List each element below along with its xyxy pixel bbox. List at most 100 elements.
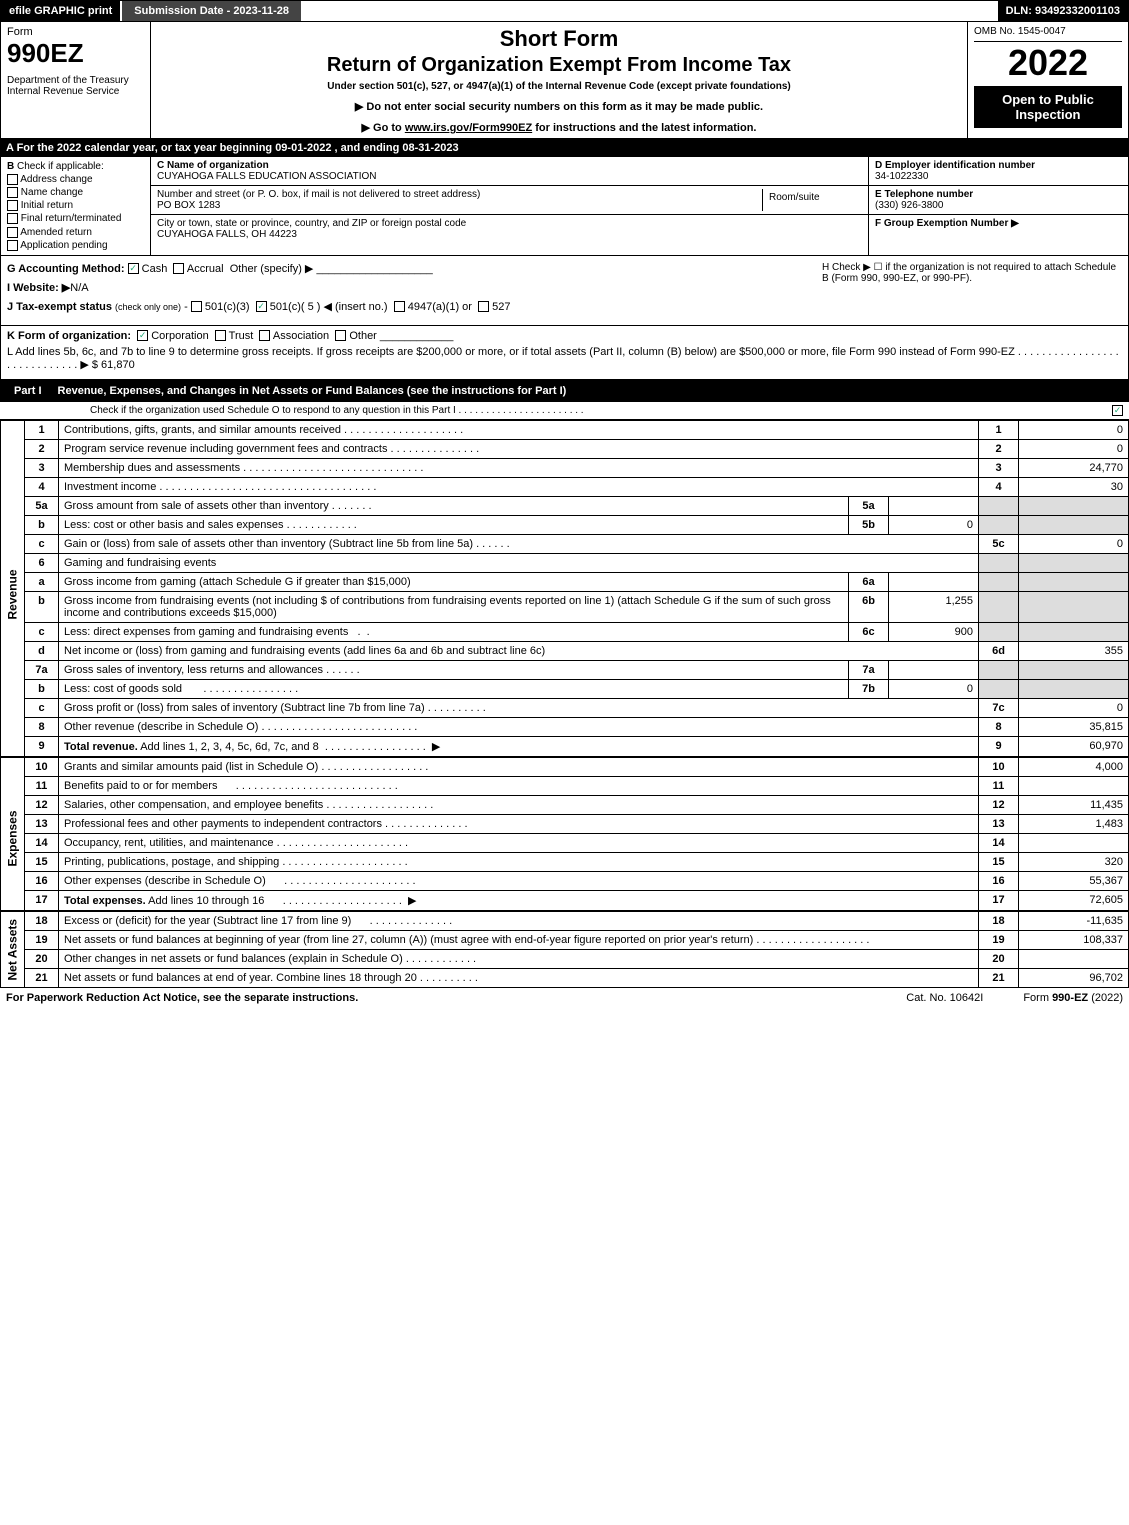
city-block: City or town, state or province, country…	[151, 215, 868, 243]
chk-accrual[interactable]	[173, 263, 184, 274]
chk-initial-return[interactable]: Initial return	[7, 200, 144, 211]
e-label: E Telephone number	[875, 189, 973, 200]
omb-number: OMB No. 1545-0047	[974, 26, 1122, 42]
chk-501c[interactable]	[256, 301, 267, 312]
line-7a: 7aGross sales of inventory, less returns…	[25, 660, 1129, 679]
chk-address-change[interactable]: Address change	[7, 174, 144, 185]
line-21: 21Net assets or fund balances at end of …	[25, 968, 1129, 987]
form-header: Form 990EZ Department of the Treasury In…	[0, 22, 1129, 139]
expenses-table: 10Grants and similar amounts paid (list …	[24, 757, 1129, 911]
dln: DLN: 93492332001103	[998, 1, 1128, 21]
c-label: C Name of organization	[157, 160, 269, 171]
footer-left: For Paperwork Reduction Act Notice, see …	[6, 992, 358, 1004]
org-name-block: C Name of organization CUYAHOGA FALLS ED…	[151, 157, 868, 186]
footer-cat: Cat. No. 10642I	[906, 992, 983, 1004]
org-name: CUYAHOGA FALLS EDUCATION ASSOCIATION	[157, 171, 377, 182]
expenses-vlabel: Expenses	[0, 757, 24, 911]
city: CUYAHOGA FALLS, OH 44223	[157, 229, 297, 240]
line-6: 6Gaming and fundraising events	[25, 553, 1129, 572]
line-6d: dNet income or (loss) from gaming and fu…	[25, 641, 1129, 660]
row-a: A For the 2022 calendar year, or tax yea…	[0, 139, 1129, 157]
line-11: 11Benefits paid to or for members . . . …	[25, 776, 1129, 795]
ein-block: D Employer identification number 34-1022…	[869, 157, 1128, 186]
chk-application-pending[interactable]: Application pending	[7, 240, 144, 251]
irs-link[interactable]: www.irs.gov/Form990EZ	[405, 122, 532, 134]
room-suite: Room/suite	[762, 189, 862, 211]
line-7c: cGross profit or (loss) from sales of in…	[25, 698, 1129, 717]
part1-header: Part I Revenue, Expenses, and Changes in…	[0, 380, 1129, 402]
form-subtitle: Under section 501(c), 527, or 4947(a)(1)…	[159, 81, 959, 92]
line-19: 19Net assets or fund balances at beginni…	[25, 930, 1129, 949]
line-10: 10Grants and similar amounts paid (list …	[25, 757, 1129, 776]
line-2: 2Program service revenue including gover…	[25, 439, 1129, 458]
chk-501c3[interactable]	[191, 301, 202, 312]
street-label: Number and street (or P. O. box, if mail…	[157, 189, 480, 200]
line-k: K Form of organization: Corporation Trus…	[7, 330, 1122, 342]
dept: Department of the Treasury Internal Reve…	[7, 75, 144, 97]
note-url: ▶ Go to www.irs.gov/Form990EZ for instru…	[159, 121, 959, 134]
street-block: Number and street (or P. O. box, if mail…	[151, 186, 868, 215]
line-12: 12Salaries, other compensation, and empl…	[25, 795, 1129, 814]
line-20: 20Other changes in net assets or fund ba…	[25, 949, 1129, 968]
col-b: B Check if applicable: Address change Na…	[1, 157, 151, 255]
form-title: Return of Organization Exempt From Incom…	[159, 54, 959, 77]
line-5a: 5aGross amount from sale of assets other…	[25, 496, 1129, 515]
chk-amended-return[interactable]: Amended return	[7, 227, 144, 238]
chk-cash[interactable]	[128, 263, 139, 274]
line-18: 18Excess or (deficit) for the year (Subt…	[25, 911, 1129, 930]
section-kl: K Form of organization: Corporation Trus…	[0, 326, 1129, 380]
d-label: D Employer identification number	[875, 160, 1035, 171]
short-form: Short Form	[159, 26, 959, 52]
phone-block: E Telephone number (330) 926-3800	[869, 186, 1128, 215]
chk-trust[interactable]	[215, 330, 226, 341]
line-3: 3Membership dues and assessments . . . .…	[25, 458, 1129, 477]
section-bcdef: B Check if applicable: Address change Na…	[0, 157, 1129, 256]
topbar: efile GRAPHIC print Submission Date - 20…	[0, 0, 1129, 22]
line-j: J Tax-exempt status (check only one) - J…	[7, 300, 1122, 313]
f-label: F Group Exemption Number ▶	[875, 218, 1019, 229]
line-14: 14Occupancy, rent, utilities, and mainte…	[25, 833, 1129, 852]
line-7b: bLess: cost of goods sold . . . . . . . …	[25, 679, 1129, 698]
b-label: B	[7, 161, 14, 172]
open-public-badge: Open to Public Inspection	[974, 86, 1122, 128]
chk-name-change[interactable]: Name change	[7, 187, 144, 198]
line-h: H Check ▶ ☐ if the organization is not r…	[822, 262, 1122, 284]
line-4: 4Investment income . . . . . . . . . . .…	[25, 477, 1129, 496]
chk-other[interactable]	[335, 330, 346, 341]
netassets-table: 18Excess or (deficit) for the year (Subt…	[24, 911, 1129, 988]
header-mid: Short Form Return of Organization Exempt…	[151, 22, 968, 138]
line-17: 17Total expenses. Add lines 10 through 1…	[25, 890, 1129, 910]
line-13: 13Professional fees and other payments t…	[25, 814, 1129, 833]
revenue-table: 1Contributions, gifts, grants, and simil…	[24, 420, 1129, 757]
line-8: 8Other revenue (describe in Schedule O) …	[25, 717, 1129, 736]
header-left: Form 990EZ Department of the Treasury In…	[1, 22, 151, 138]
line-5c: cGain or (loss) from sale of assets othe…	[25, 534, 1129, 553]
line-6b: bGross income from fundraising events (n…	[25, 591, 1129, 622]
footer-form: Form 990-EZ (2022)	[1023, 992, 1123, 1004]
chk-assoc[interactable]	[259, 330, 270, 341]
col-c: C Name of organization CUYAHOGA FALLS ED…	[151, 157, 868, 255]
note-url-pre: ▶ Go to	[362, 122, 405, 134]
efile-print[interactable]: efile GRAPHIC print	[1, 1, 120, 21]
revenue-section: Revenue 1Contributions, gifts, grants, a…	[0, 420, 1129, 757]
chk-527[interactable]	[478, 301, 489, 312]
line-6a: aGross income from gaming (attach Schedu…	[25, 572, 1129, 591]
line-9: 9Total revenue. Total revenue. Add lines…	[25, 736, 1129, 756]
ein: 34-1022330	[875, 171, 928, 182]
tax-year: 2022	[974, 42, 1122, 84]
form-number: 990EZ	[7, 38, 144, 69]
note-ssn: ▶ Do not enter social security numbers o…	[159, 100, 959, 113]
chk-final-return[interactable]: Final return/terminated	[7, 213, 144, 224]
form-word: Form	[7, 26, 144, 38]
part1-title: Revenue, Expenses, and Changes in Net As…	[58, 385, 567, 397]
footer: For Paperwork Reduction Act Notice, see …	[0, 988, 1129, 1008]
line-5b: bLess: cost or other basis and sales exp…	[25, 515, 1129, 534]
chk-corp[interactable]	[137, 330, 148, 341]
part1-sub: Check if the organization used Schedule …	[0, 402, 1129, 420]
line-l: L Add lines 5b, 6c, and 7b to line 9 to …	[7, 346, 1122, 371]
expenses-section: Expenses 10Grants and similar amounts pa…	[0, 757, 1129, 911]
phone: (330) 926-3800	[875, 200, 943, 211]
chk-4947[interactable]	[394, 301, 405, 312]
chk-schedule-o[interactable]	[1112, 405, 1123, 416]
line-15: 15Printing, publications, postage, and s…	[25, 852, 1129, 871]
